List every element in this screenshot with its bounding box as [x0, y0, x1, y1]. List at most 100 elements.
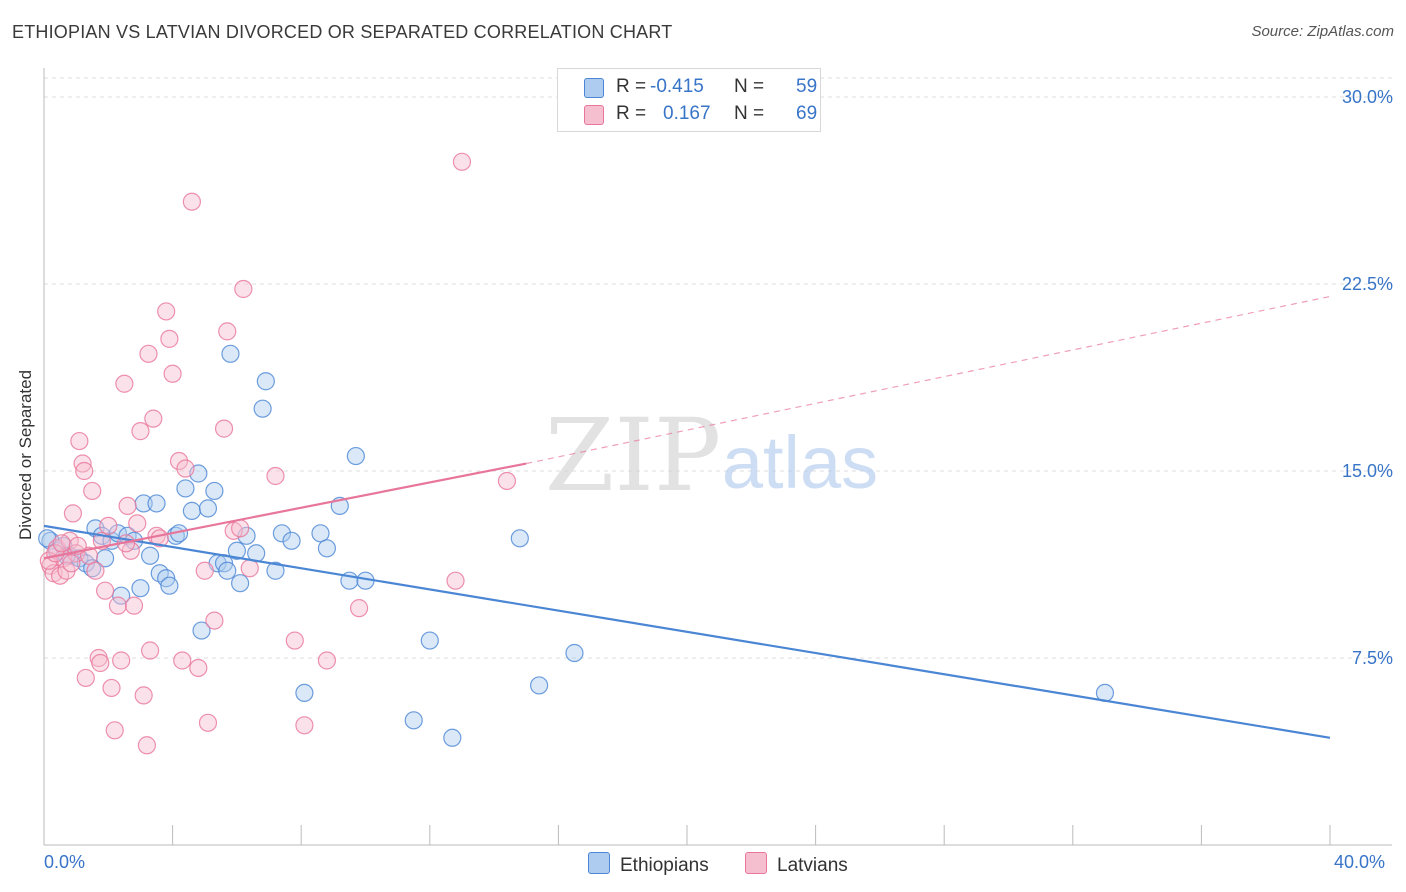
- watermark-atlas: atlas: [722, 421, 878, 504]
- latvians-point: [189, 658, 208, 678]
- latvians-point: [112, 651, 131, 670]
- latvians-point: [139, 344, 158, 363]
- latvians-point: [52, 534, 71, 553]
- latvians-legend-label: Latvians: [777, 855, 848, 876]
- ethiopians-point: [38, 529, 57, 548]
- legend-r-value: 0.167: [663, 103, 711, 124]
- x-tick-label-end: 40.0%: [1334, 852, 1386, 872]
- legend-n-label: N =: [734, 76, 765, 97]
- ethiopians-legend-swatch: [588, 852, 610, 874]
- latvians-point: [169, 451, 189, 471]
- latvians-point: [91, 653, 110, 673]
- ethiopians-point: [176, 479, 195, 498]
- ethiopians-point: [227, 541, 246, 560]
- ethiopians-point: [160, 576, 179, 595]
- ethiopians-point: [266, 561, 285, 580]
- bottom-legend-latvians: Latvians: [745, 852, 848, 877]
- ethiopians-point: [443, 728, 462, 747]
- ethiopians-swatch: [584, 78, 604, 98]
- stats-legend: R = -0.415 N = 59 R = 0.167 N = 69: [557, 68, 821, 132]
- latvians-point: [105, 721, 124, 740]
- latvians-point: [205, 611, 224, 630]
- ethiopians-point: [346, 446, 365, 466]
- ethiopians-point: [295, 683, 314, 703]
- source-label: Source: ZipAtlas.com: [1251, 23, 1394, 40]
- ethiopians-point: [420, 631, 439, 650]
- watermark-zip: ZIP: [545, 397, 721, 514]
- latvians-point: [99, 516, 118, 535]
- latvians-point: [349, 599, 369, 618]
- ethiopians-point: [218, 561, 237, 580]
- latvians-point: [195, 561, 214, 580]
- ethiopians-point: [256, 372, 275, 391]
- ethiopians-point: [404, 711, 423, 730]
- latvians-point: [240, 559, 259, 578]
- ethiopians-point: [198, 499, 218, 518]
- ethiopians-point: [182, 501, 201, 520]
- latvians-swatch: [584, 105, 604, 125]
- latvians-point: [108, 596, 128, 615]
- latvians-point: [163, 364, 182, 383]
- ethiopians-point: [140, 546, 160, 565]
- latvians-point: [102, 678, 121, 698]
- ethiopians-point: [192, 621, 211, 640]
- legend-r-label: R =: [616, 76, 647, 97]
- x-tick-label-start: 0.0%: [44, 852, 86, 872]
- latvians-point: [118, 496, 137, 516]
- chart-title: ETHIOPIAN VS LATVIAN DIVORCED OR SEPARAT…: [12, 22, 673, 42]
- ethiopians-trend-line: [43, 524, 1331, 739]
- latvians-point: [218, 322, 237, 341]
- ethiopians-point: [131, 579, 150, 598]
- latvians-point: [73, 454, 92, 473]
- latvians-point: [144, 409, 163, 428]
- ethiopians-point: [272, 524, 292, 543]
- legend-n-label: N =: [734, 103, 765, 124]
- latvians-trend-line: [43, 462, 527, 560]
- ethiopians-point: [565, 643, 584, 663]
- ethiopians-point: [311, 524, 330, 543]
- latvians-point: [134, 686, 153, 705]
- y-tick-label: 22.5%: [1342, 274, 1393, 294]
- ethiopians-point: [317, 539, 337, 558]
- latvians-point: [231, 519, 250, 538]
- latvians-legend-swatch: [745, 852, 767, 874]
- ethiopians-point: [205, 481, 224, 501]
- latvians-point: [140, 641, 160, 660]
- latvians-point: [295, 716, 314, 735]
- y-tick-label: 7.5%: [1352, 648, 1393, 668]
- ethiopians-point: [510, 529, 529, 548]
- latvians-point: [317, 651, 337, 670]
- latvians-point: [75, 461, 94, 481]
- latvians-point: [285, 631, 304, 650]
- latvians-point: [214, 419, 234, 438]
- y-tick-label: 30.0%: [1342, 87, 1393, 107]
- ethiopians-point: [221, 344, 240, 363]
- latvians-point: [182, 192, 201, 211]
- latvians-point: [95, 581, 115, 600]
- latvians-point: [131, 422, 150, 441]
- latvians-point: [452, 152, 472, 171]
- latvians-point: [266, 466, 285, 486]
- latvians-point: [160, 329, 179, 348]
- bottom-legend-ethiopians: Ethiopians: [588, 852, 709, 877]
- latvians-point: [62, 554, 81, 573]
- latvians-point: [86, 561, 105, 580]
- ethiopians-point: [282, 531, 301, 550]
- ethiopians-point: [147, 494, 166, 513]
- legend-r-label: R =: [616, 103, 647, 124]
- latvians-point: [83, 481, 102, 501]
- latvians-point: [63, 504, 83, 523]
- latvians-point: [128, 514, 147, 533]
- ethiopians-point: [231, 574, 250, 593]
- ethiopians-point: [530, 676, 549, 695]
- latvians-point: [137, 736, 156, 755]
- latvians-point: [70, 431, 89, 451]
- legend-n-value: 69: [796, 103, 818, 124]
- latvians-point: [76, 668, 95, 688]
- y-tick-label: 15.0%: [1342, 461, 1393, 481]
- latvians-point: [198, 713, 218, 732]
- ethiopians-point: [253, 399, 272, 418]
- ethiopians-legend-label: Ethiopians: [620, 855, 709, 876]
- latvians-point: [176, 459, 195, 478]
